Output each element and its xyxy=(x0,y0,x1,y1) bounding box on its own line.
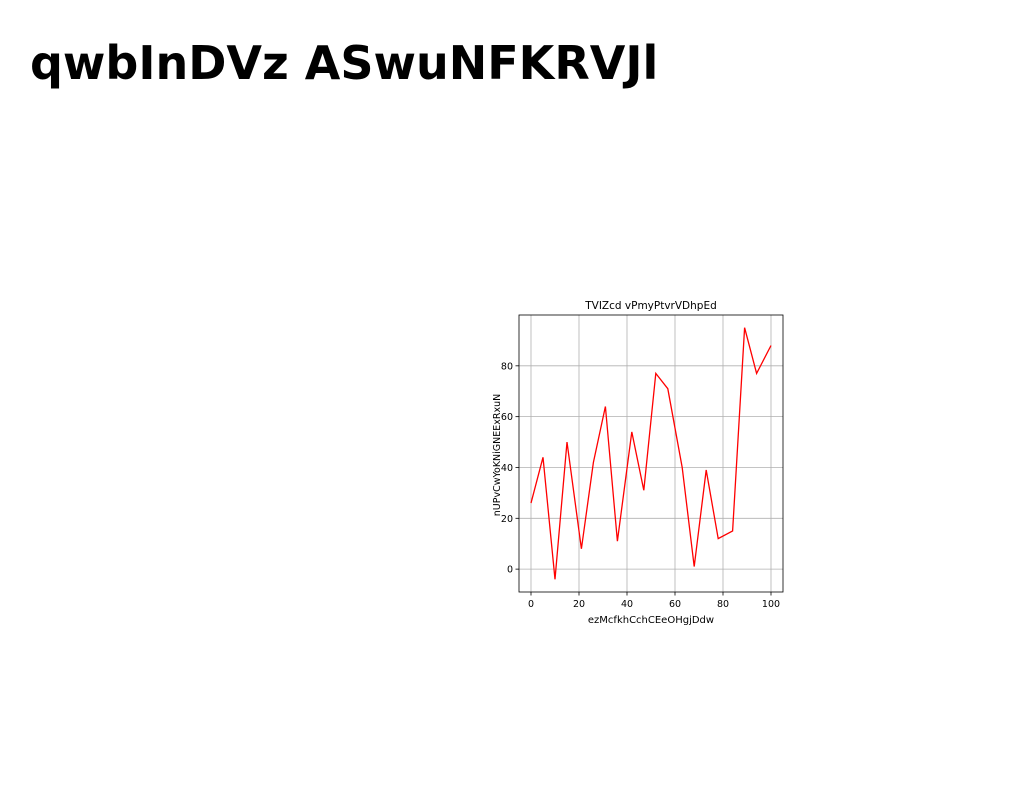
axis-ticks: 0 20 40 60 80 100 0 20 40 60 80 xyxy=(501,361,780,610)
x-tick-label: 40 xyxy=(621,599,633,610)
y-tick-label: 60 xyxy=(501,412,513,423)
y-tick-label: 20 xyxy=(501,514,513,525)
series-layer xyxy=(530,327,772,580)
x-axis-label: ezMcfkhCchCEeOHgjDdw xyxy=(588,615,714,626)
y-tick-label: 40 xyxy=(501,463,513,474)
chart-title: TVIZcd vPmyPtvrVDhpEd xyxy=(584,300,717,312)
x-tick-label: 80 xyxy=(717,599,729,610)
y-tick-label: 80 xyxy=(501,361,513,372)
series-line xyxy=(530,327,772,580)
y-axis-label: nUPvCwYoKNiGNEExRxuN xyxy=(492,394,503,517)
x-tick-label: 20 xyxy=(573,599,585,610)
x-tick-label: 0 xyxy=(528,599,534,610)
line-chart: TVIZcd vPmyPtvrVDhpEd 0 20 40 60 80 100 0 20 40 6… xyxy=(492,300,784,626)
y-tick-label: 0 xyxy=(507,565,513,576)
plot-frame xyxy=(518,314,784,593)
chart-figure: TVIZcd vPmyPtvrVDhpEd 0 20 40 60 80 100 0 20 40 6… xyxy=(486,292,796,632)
x-tick-label: 60 xyxy=(669,599,681,610)
page-title: qwbInDVz ASwuNFKRVJl xyxy=(30,36,659,90)
x-tick-label: 100 xyxy=(762,599,780,610)
